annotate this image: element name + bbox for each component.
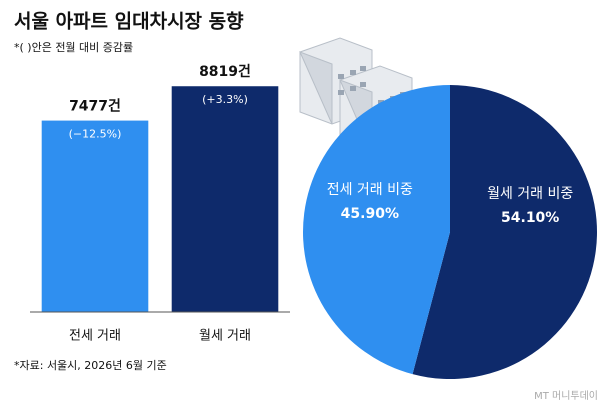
pie-slice xyxy=(412,85,597,379)
slice-label: 월세 거래 비중 xyxy=(487,186,573,202)
value-label: 8819건 xyxy=(199,63,251,80)
watermark: MT 머니투데이 xyxy=(534,390,598,402)
source: *자료: 서울시, 2026년 6월 기준 xyxy=(14,359,167,372)
pie-slice xyxy=(303,85,450,375)
x-tick-label: 전세 거래 xyxy=(69,329,121,344)
subtitle: *( )안은 전월 대비 증감률 xyxy=(14,41,133,54)
bar xyxy=(171,86,279,312)
x-tick-label: 월세 거래 xyxy=(199,329,251,344)
slice-value: 54.10% xyxy=(501,210,559,226)
change-label: (−12.5%) xyxy=(69,128,122,141)
change-label: (+3.3%) xyxy=(202,93,248,106)
title: 서울 아파트 임대차시장 동향 xyxy=(14,11,244,33)
bar xyxy=(41,120,149,312)
slice-value: 45.90% xyxy=(341,206,399,222)
value-label: 7477건 xyxy=(69,98,121,115)
slice-label: 전세 거래 비중 xyxy=(327,182,413,198)
